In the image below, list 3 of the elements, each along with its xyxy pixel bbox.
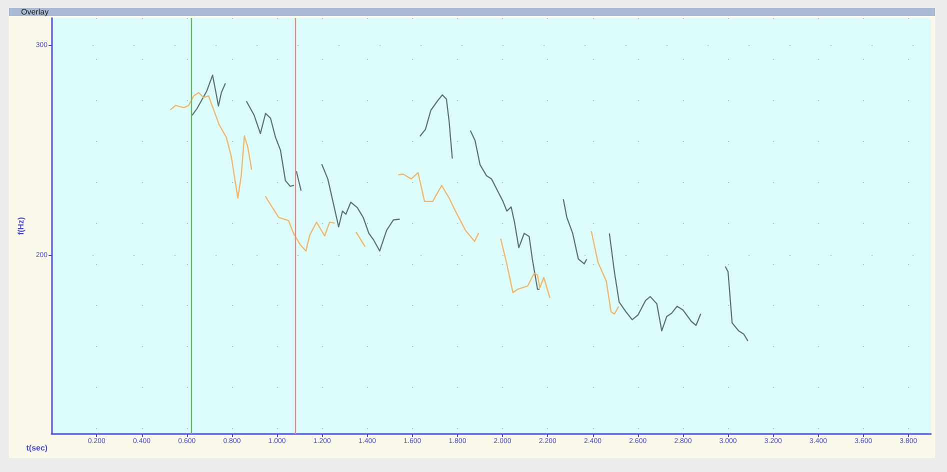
y-axis-title: f(Hz)	[16, 216, 26, 235]
chart-title: Overlay	[21, 8, 49, 16]
x-axis-title: t(sec)	[26, 444, 48, 452]
